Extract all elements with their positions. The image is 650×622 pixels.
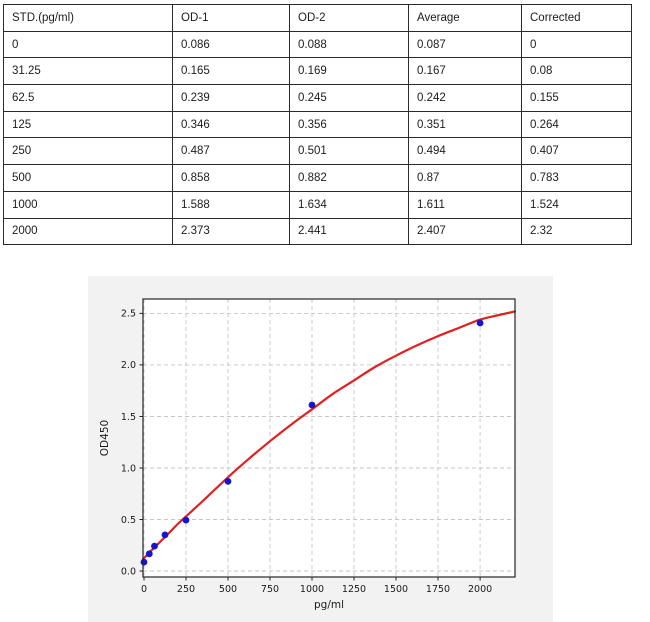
data-point [476,319,484,327]
data-point [224,478,232,485]
x-tick-label: 1750 [426,584,450,595]
table-cell: 2.373 [172,217,290,246]
x-axis-label: pg/ml [314,599,344,611]
table-cell: 0.501 [289,137,409,166]
table-cell: 0 [3,30,173,59]
y-tick-label: 0.0 [121,566,136,577]
column-header-3: Average [408,4,522,32]
column-header-2: OD-2 [289,4,409,32]
table-cell: 0.239 [172,84,290,112]
table-cell: 2000 [3,217,173,246]
table-row: 2000 2.373 2.441 2.407 2.32 [3,217,632,246]
table-cell: 0.087 [408,30,522,59]
table-cell: 0 [521,30,632,59]
table-cell: 0.08 [521,57,632,86]
table-cell: 2.32 [521,217,632,246]
y-tick-label: 2.5 [121,309,136,320]
table-cell: 0.346 [172,110,290,139]
table-cell: 0.356 [289,110,409,139]
table-cell: 0.351 [408,110,522,139]
table-cell: 500 [3,164,173,192]
table-cell: 250 [3,137,173,166]
table-row: 1000 1.588 1.634 1.611 1.524 [3,190,632,219]
table-cell: 0.242 [408,84,522,112]
table-cell: 0.155 [521,84,632,112]
table-cell: 1000 [3,190,173,219]
table-cell: 0.407 [521,137,632,166]
x-tick-label: 0 [141,584,147,595]
table-cell: 0.086 [172,30,290,59]
table-cell: 0.167 [408,57,522,86]
table-cell: 125 [3,110,173,139]
y-tick-label: 2.0 [121,360,136,371]
table-cell: 0.165 [172,57,290,86]
data-point [145,550,153,558]
column-header-0: STD.(pg/ml) [3,4,173,32]
table-row: 31.25 0.165 0.169 0.167 0.08 [3,57,632,86]
plot-area [143,299,515,577]
table-cell: 0.882 [289,164,409,192]
table-cell: 0.169 [289,57,409,86]
standard-curve-chart: 0 250 500 750 1000 1250 1500 1750 2000 0.0 0.5 1.0 1… [99,298,517,611]
x-tick-label: 1000 [300,584,324,595]
data-point [182,516,190,524]
data-point [308,401,316,409]
table-cell: 1.588 [172,190,290,219]
chart-series [140,310,517,566]
table-header-row: STD.(pg/ml) OD-1 OD-2 Average Corrected [3,4,632,32]
x-tick-label: 750 [261,584,279,595]
table-cell: 0.245 [289,84,409,112]
table-cell: 2.407 [408,217,522,246]
table-cell: 0.858 [172,164,290,192]
column-header-1: OD-1 [172,4,290,32]
axis-ticks: 0 250 500 750 1000 1250 1500 1750 2000 0.0 0.5 1.0 1… [121,309,492,595]
x-tick-label: 250 [177,584,195,595]
table-cell: 0.487 [172,137,290,166]
x-tick-label: 1500 [384,584,408,595]
column-header-4: Corrected [521,4,632,32]
y-tick-label: 1.0 [121,463,136,474]
table-row: 500 0.858 0.882 0.87 0.783 [3,164,632,192]
y-axis-label: OD450 [99,420,111,456]
standard-curve-figure: 0 250 500 750 1000 1250 1500 1750 2000 0.0 0.5 1.0 1… [88,276,553,622]
x-tick-label: 1250 [342,584,366,595]
table-cell: 0.783 [521,164,632,192]
table-row: 0 0.086 0.088 0.087 0 [3,30,632,59]
data-point [140,558,148,566]
x-tick-label: 500 [219,584,237,595]
table-cell: 1.524 [521,190,632,219]
table-row: 250 0.487 0.501 0.494 0.407 [3,137,632,166]
x-tick-label: 2000 [468,584,492,595]
plot-frame [142,298,516,578]
data-point [151,542,158,550]
grid-lines [143,299,515,577]
table-cell: 62.5 [3,84,173,112]
table-cell: 0.494 [408,137,522,166]
table-row: 125 0.346 0.356 0.351 0.264 [3,110,632,139]
table-cell: 1.611 [408,190,522,219]
table-cell: 0.264 [521,110,632,139]
y-tick-label: 0.5 [121,515,136,526]
y-tick-label: 1.5 [121,412,136,423]
fit-curve-line [141,310,517,561]
table-cell: 0.088 [289,30,409,59]
table-cell: 31.25 [3,57,173,86]
table-cell: 1.634 [289,190,409,219]
table-cell: 0.87 [408,164,522,192]
table-row: 62.5 0.239 0.245 0.242 0.155 [3,84,632,112]
data-point [161,531,169,539]
standards-table: STD.(pg/ml) OD-1 OD-2 Average Corrected 0 0.0… [3,4,632,246]
table-cell: 2.441 [289,217,409,246]
